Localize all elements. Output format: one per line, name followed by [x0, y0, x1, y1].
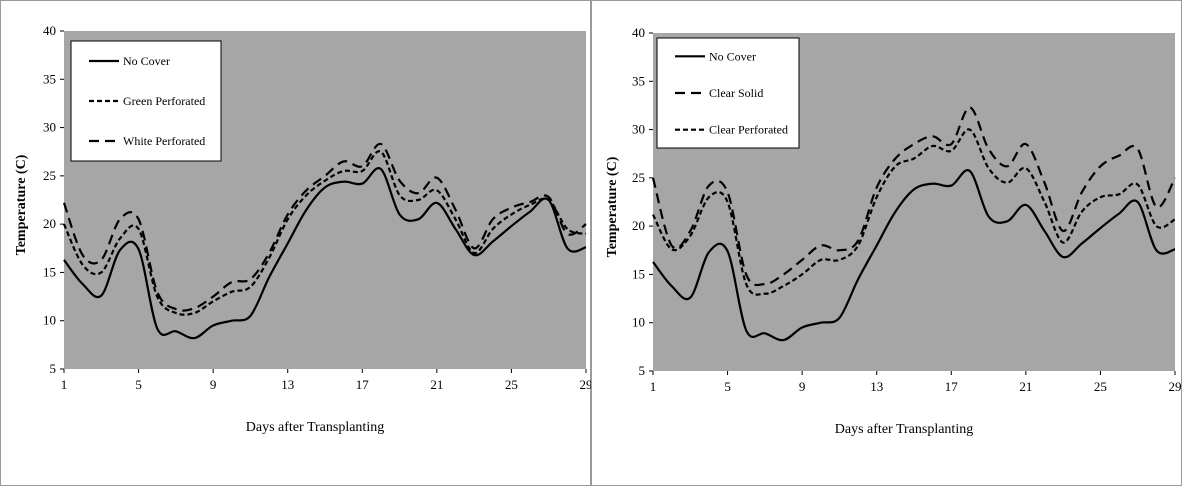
- y-tick-label: 35: [632, 73, 645, 88]
- y-tick-label: 10: [43, 313, 56, 328]
- y-tick-label: 35: [43, 71, 56, 86]
- chart-panel-right: 5 10 15 20 25 30 35 40 1 5 9 13 17 21 25 29 Days after T…: [591, 0, 1182, 486]
- x-tick-label: 13: [281, 377, 294, 392]
- series-line-clear-solid: [651, 106, 1176, 287]
- series-line-no-cover: [63, 167, 587, 340]
- y-tick-label: 5: [639, 363, 646, 378]
- y-tick-label: 10: [632, 315, 645, 330]
- y-tick-label: 40: [632, 25, 645, 40]
- y-tick-label: 25: [632, 170, 645, 185]
- y-tick-label: 40: [43, 23, 56, 38]
- legend-label: Green Perforated: [123, 94, 205, 108]
- y-tick-label: 25: [43, 168, 56, 183]
- x-axis-label: Days after Transplanting: [246, 420, 384, 435]
- chart-panel-left: 5 10 15 20 25 30 35 40 1 5 9 13 17 21 25 29 Days after T…: [0, 0, 593, 486]
- y-tick-label: 20: [43, 216, 56, 231]
- legend-label: No Cover: [123, 54, 170, 68]
- y-axis-label: Temperature (C): [14, 154, 29, 255]
- series-line-green-perforated: [62, 150, 587, 316]
- series-line-clear-perforated: [652, 128, 1176, 296]
- y-tick-label: 15: [43, 264, 56, 279]
- x-tick-label: 9: [799, 379, 806, 394]
- x-tick-label: 1: [61, 377, 68, 392]
- x-tick-label: 29: [580, 377, 593, 392]
- y-tick-label: 15: [632, 266, 645, 281]
- series-line-white-perforated: [62, 142, 587, 312]
- legend-label: White Perforated: [123, 134, 205, 148]
- y-tick-label: 30: [43, 120, 56, 135]
- x-tick-label: 1: [650, 379, 657, 394]
- y-axis-label: Temperature (C): [605, 156, 620, 257]
- x-tick-label: 5: [135, 377, 142, 392]
- x-tick-label: 17: [356, 377, 370, 392]
- y-tick-label: 20: [632, 218, 645, 233]
- x-tick-label: 21: [1019, 379, 1032, 394]
- x-tick-label: 25: [505, 377, 518, 392]
- legend-label: No Cover: [709, 49, 756, 63]
- x-tick-label: 13: [870, 379, 883, 394]
- x-tick-label: 25: [1094, 379, 1107, 394]
- series-line-no-cover: [652, 169, 1176, 342]
- x-tick-label: 21: [430, 377, 443, 392]
- x-tick-label: 5: [724, 379, 731, 394]
- x-tick-label: 17: [945, 379, 959, 394]
- x-axis-label: Days after Transplanting: [835, 422, 973, 437]
- x-tick-label: 29: [1169, 379, 1182, 394]
- y-tick-label: 5: [50, 361, 57, 376]
- legend-label: Clear Solid: [709, 86, 763, 100]
- x-tick-label: 9: [210, 377, 217, 392]
- y-tick-label: 30: [632, 122, 645, 137]
- legend-label: Clear Perforated: [709, 123, 788, 137]
